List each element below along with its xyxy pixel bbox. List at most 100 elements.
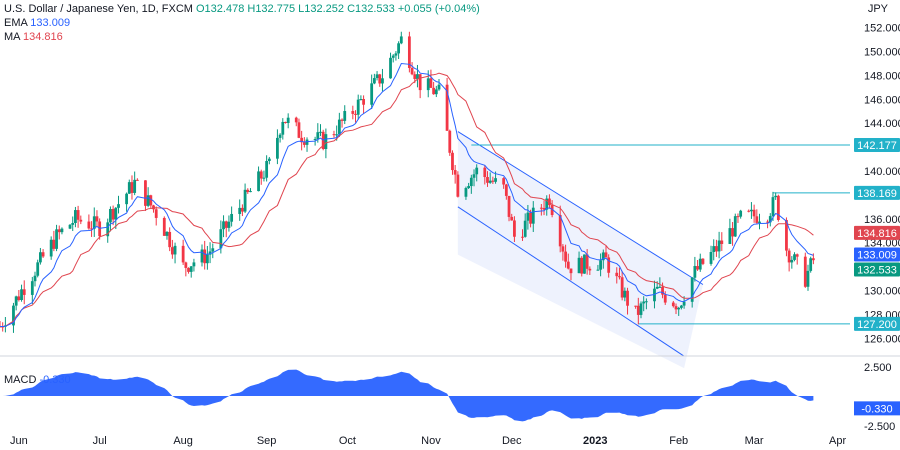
- candle: [696, 259, 699, 271]
- candle: [60, 227, 64, 235]
- ema-label[interactable]: EMA: [4, 17, 28, 29]
- macd-legend[interactable]: MACD -0.330: [4, 374, 71, 386]
- candle: [771, 191, 775, 222]
- candle-body: [410, 68, 414, 75]
- candle: [639, 301, 643, 319]
- candle-body: [356, 99, 360, 115]
- price-badge-bg: [854, 262, 900, 277]
- candle-body: [184, 262, 188, 268]
- candle: [391, 54, 395, 63]
- candle: [736, 213, 740, 223]
- y-tick-label: 146.000: [864, 94, 900, 106]
- candle-body: [750, 209, 753, 212]
- y-tick-label: 130.000: [864, 285, 900, 297]
- candle: [585, 249, 589, 275]
- candle: [20, 284, 23, 302]
- candle-body: [618, 276, 621, 278]
- candle-body: [17, 296, 21, 301]
- candle: [265, 155, 269, 182]
- candle-body: [181, 245, 185, 263]
- candle: [502, 177, 506, 189]
- candle: [806, 264, 810, 291]
- candle-body: [173, 245, 177, 255]
- candle-body: [529, 212, 532, 224]
- candle-body: [60, 228, 64, 233]
- candle: [284, 121, 287, 124]
- symbol-title: U.S. Dollar / Japanese Yen, 1D, FXCM: [4, 3, 193, 15]
- candle-body: [615, 272, 619, 277]
- candle: [588, 266, 592, 275]
- candle-body: [437, 84, 441, 90]
- candle: [340, 118, 344, 128]
- candle: [451, 150, 454, 175]
- candle-body: [302, 142, 306, 145]
- candle: [187, 267, 190, 274]
- candle: [222, 215, 225, 238]
- candle-body: [407, 36, 411, 69]
- price-badge: 133.009: [854, 247, 900, 262]
- candle-body: [109, 208, 112, 223]
- candle: [87, 214, 91, 230]
- y-tick-label: 152.000: [864, 23, 900, 35]
- candle-body: [488, 180, 492, 183]
- candle: [658, 277, 662, 288]
- candle-body: [426, 78, 430, 91]
- candle-body: [661, 286, 664, 295]
- candle: [583, 254, 586, 274]
- candle-body: [22, 289, 26, 295]
- candle-body: [57, 229, 61, 233]
- x-tick-label: Apr: [829, 435, 846, 447]
- candle: [464, 186, 468, 200]
- candle-body: [701, 258, 705, 264]
- candle-body: [585, 254, 589, 269]
- price-badge-bg: [854, 316, 900, 331]
- candle: [720, 232, 724, 251]
- candle-body: [494, 178, 497, 182]
- candle-body: [523, 220, 527, 237]
- candle: [356, 94, 360, 120]
- candle-body: [76, 210, 80, 220]
- candle: [286, 113, 290, 129]
- price-badge-bg: [854, 225, 900, 240]
- candle: [542, 200, 546, 216]
- candle-body: [262, 177, 266, 179]
- y-tick-label: 140.000: [864, 166, 900, 178]
- candle: [276, 129, 279, 165]
- candle-body: [95, 216, 99, 222]
- candle-body: [469, 177, 473, 187]
- candle: [776, 194, 780, 222]
- candle-body: [434, 89, 438, 95]
- candle-body: [588, 268, 592, 271]
- candle-body: [550, 205, 554, 215]
- candle-body: [739, 210, 743, 217]
- candle-body: [362, 98, 365, 105]
- candle: [809, 256, 813, 273]
- candle: [22, 280, 26, 305]
- candle: [36, 259, 40, 278]
- candle: [109, 206, 112, 232]
- x-tick-label: 2023: [583, 435, 607, 447]
- candle: [14, 295, 18, 311]
- candle: [125, 192, 128, 212]
- candle-body: [671, 302, 675, 307]
- candle: [510, 213, 514, 221]
- support-resistance-lines: [471, 144, 850, 325]
- candle-body: [399, 36, 403, 44]
- candle: [130, 175, 134, 200]
- candle-body: [677, 307, 681, 310]
- macd-area: [0, 369, 814, 422]
- candle-body: [561, 246, 565, 252]
- candle: [249, 188, 252, 193]
- ma-label[interactable]: MA: [4, 31, 20, 43]
- candle: [677, 306, 681, 316]
- candle-body: [238, 207, 242, 214]
- candle-body: [736, 216, 740, 218]
- candle-body: [475, 167, 479, 175]
- candle: [733, 213, 737, 238]
- candle-body: [418, 74, 422, 91]
- candle-body: [620, 277, 624, 298]
- candle: [351, 105, 355, 120]
- candle: [38, 247, 42, 265]
- candle-body: [170, 247, 174, 255]
